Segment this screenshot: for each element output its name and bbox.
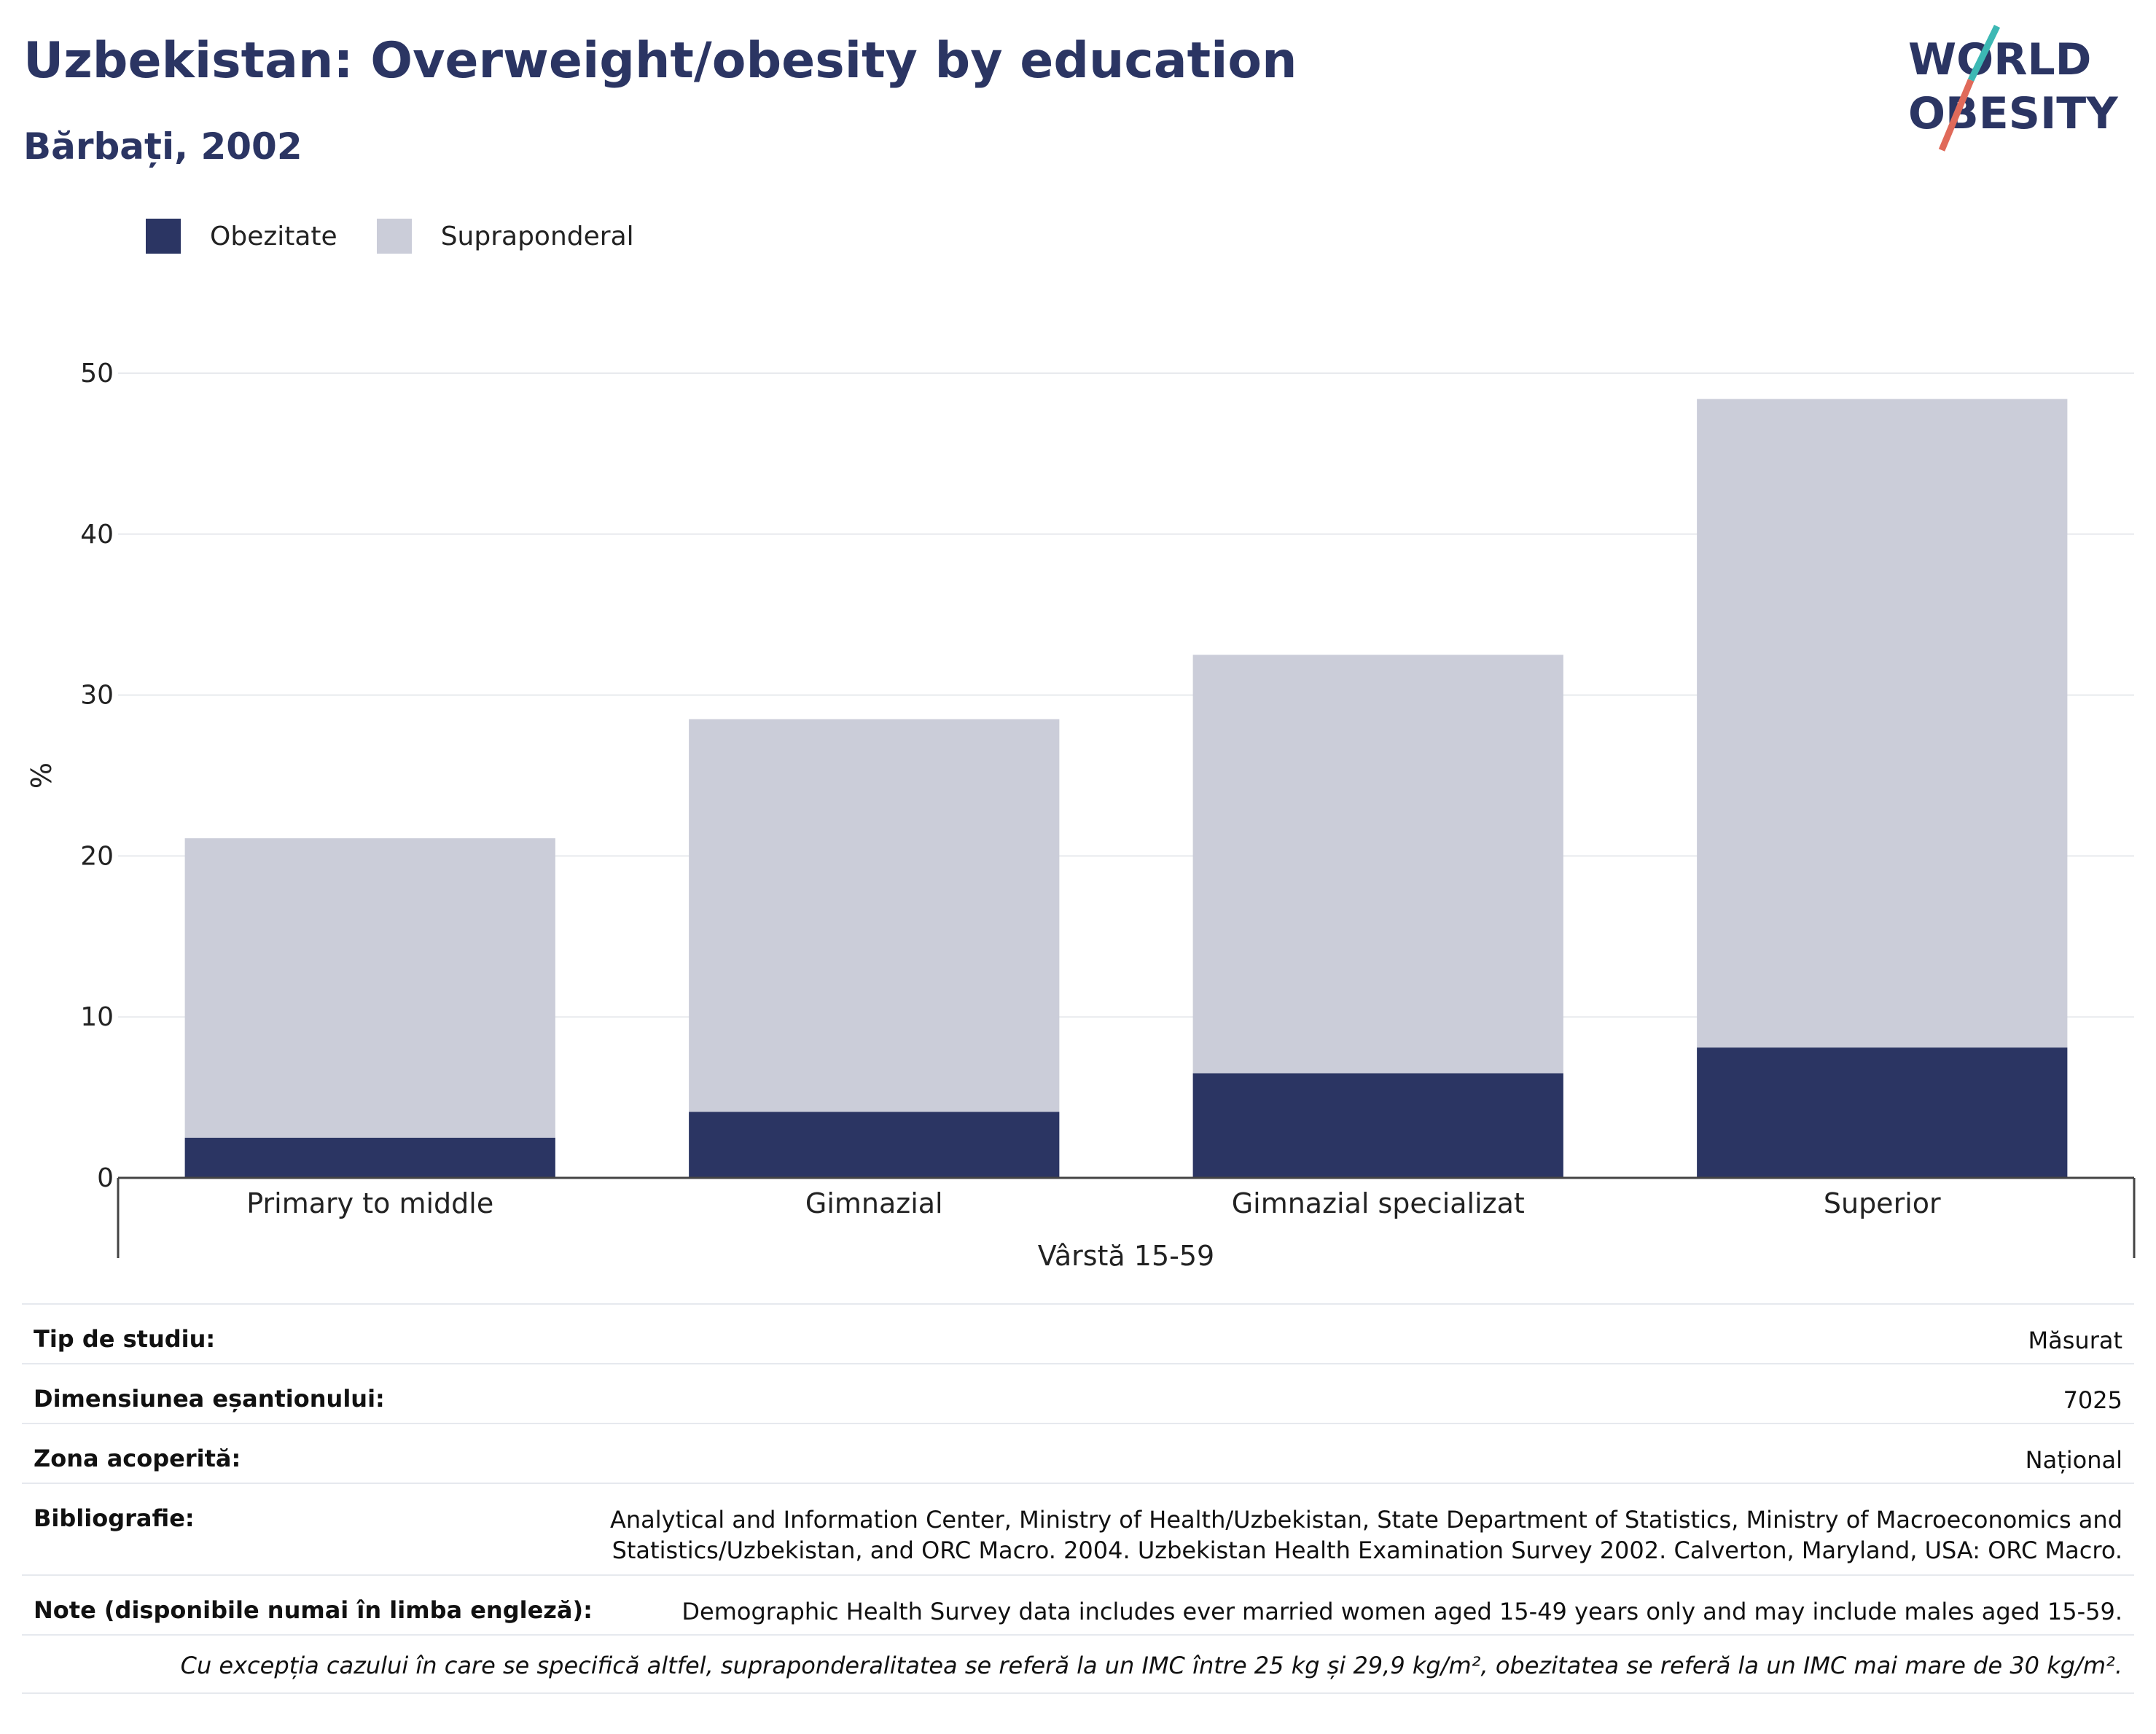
bar-supraponderal <box>1697 399 2068 1048</box>
info-value: Național <box>2025 1446 2122 1474</box>
y-axis-label: % <box>26 762 58 789</box>
bar-supraponderal <box>184 838 555 1138</box>
legend-item-obezitate[interactable]: Obezitate <box>146 219 337 254</box>
y-tick-label: 30 <box>80 681 114 711</box>
info-key: Tip de studiu: <box>34 1325 216 1353</box>
page-title: Uzbekistan: Overweight/obesity by educat… <box>23 32 1297 90</box>
info-row-coverage: Zona acoperită: Național <box>22 1423 2134 1483</box>
legend-label-supraponderal: Supraponderal <box>440 221 634 251</box>
info-key: Note (disponibile numai în limba engleză… <box>34 1596 593 1624</box>
bar-obezitate <box>1697 1047 2068 1178</box>
y-tick-label: 0 <box>97 1163 114 1193</box>
definition-footnote: Cu excepția cazului în care se specifică… <box>22 1634 2134 1694</box>
chart-legend: Obezitate Supraponderal <box>146 217 673 255</box>
logo-line2: OBESITY <box>1908 88 2119 139</box>
x-tick-label: Gimnazial <box>805 1187 943 1219</box>
legend-item-supraponderal[interactable]: Supraponderal <box>376 219 634 254</box>
bar-obezitate <box>184 1137 555 1178</box>
info-row-sample-size: Dimensiunea eșantionului: 7025 <box>22 1363 2134 1423</box>
y-tick-label: 20 <box>80 841 114 871</box>
info-key: Bibliografie: <box>34 1504 195 1532</box>
legend-swatch-supraponderal <box>376 219 412 254</box>
x-tick-label: Primary to middle <box>246 1187 493 1219</box>
bibliography-line: Statistics/Uzbekistan, and ORC Macro. 20… <box>612 1536 2122 1564</box>
info-key: Zona acoperită: <box>34 1445 241 1472</box>
info-value: Demographic Health Survey data includes … <box>681 1598 2122 1625</box>
world-obesity-logo: WORLD OBESITY <box>1908 25 2119 152</box>
page-subtitle: Bărbați, 2002 <box>23 125 302 168</box>
info-value: 7025 <box>2063 1386 2122 1414</box>
x-axis-label: Vârstă 15-59 <box>1038 1240 1214 1268</box>
info-value: Măsurat <box>2028 1327 2122 1354</box>
info-row-study-type: Tip de studiu: Măsurat <box>22 1303 2134 1363</box>
y-tick-label: 10 <box>80 1002 114 1032</box>
bar-supraponderal <box>689 719 1060 1112</box>
y-tick-label: 50 <box>80 359 114 388</box>
stacked-bar-chart: 0 10 20 30 40 50% Primary to middle Gimnazial Gi… <box>26 359 2136 1268</box>
study-info-table: Tip de studiu: Măsurat Dimensiunea eșant… <box>22 1303 2134 1694</box>
legend-label-obezitate: Obezitate <box>210 221 337 251</box>
logo-line1: WORLD <box>1908 34 2091 85</box>
info-row-bibliography: Bibliografie: Analytical and Information… <box>22 1483 2134 1574</box>
logo-teal-slash <box>1967 25 2001 82</box>
bar-supraponderal <box>1192 655 1563 1074</box>
bar-obezitate <box>1192 1073 1563 1178</box>
info-value: Analytical and Information Center, Minis… <box>610 1504 2122 1566</box>
y-tick-label: 40 <box>80 520 114 550</box>
bibliography-line: Analytical and Information Center, Minis… <box>609 1506 2122 1534</box>
logo-coral-slash <box>1938 79 1975 152</box>
info-row-notes: Note (disponibile numai în limba engleză… <box>22 1574 2134 1634</box>
x-tick-label: Gimnazial specializat <box>1232 1187 1525 1219</box>
x-tick-label: Superior <box>1824 1187 1941 1219</box>
legend-swatch-obezitate <box>146 219 181 254</box>
bar-obezitate <box>689 1112 1060 1178</box>
info-key: Dimensiunea eșantionului: <box>34 1385 385 1413</box>
